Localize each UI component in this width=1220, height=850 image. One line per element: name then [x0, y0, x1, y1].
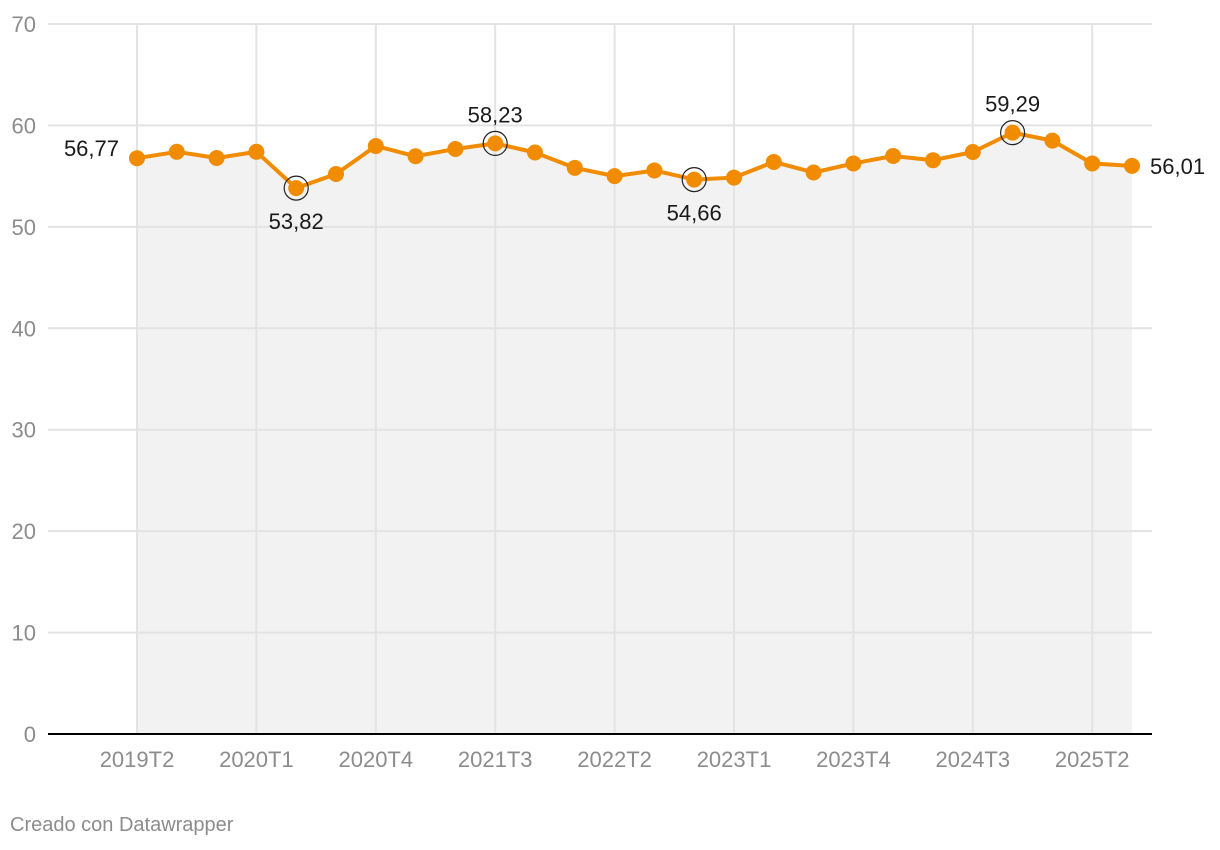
data-point: [168, 143, 185, 160]
data-label: 54,66: [667, 201, 722, 226]
x-tick-label: 2022T2: [577, 747, 652, 772]
data-point: [726, 169, 742, 186]
data-points-layer: [129, 124, 1140, 197]
data-point: [407, 148, 424, 165]
data-point: [845, 155, 862, 172]
x-tick-label: 2021T3: [458, 747, 533, 772]
data-point: [288, 180, 305, 197]
data-point: [447, 140, 464, 157]
x-gridlines: [136, 24, 1094, 734]
highlight-ring: [681, 166, 707, 193]
data-point: [566, 159, 583, 176]
area-fill-layer: [137, 132, 1132, 734]
y-tick-label: 20: [12, 519, 36, 544]
credit-text: Creado con Datawrapper: [10, 814, 234, 836]
y-gridlines: [48, 23, 1152, 634]
data-point: [487, 135, 504, 152]
y-tick-label: 40: [12, 316, 36, 341]
data-point: [1124, 157, 1140, 174]
data-label: 53,82: [269, 209, 324, 234]
y-tick-labels: 0 10 20 30 40 50 60 70: [12, 12, 36, 747]
data-point: [367, 138, 384, 155]
x-tick-label: 2023T1: [697, 747, 772, 772]
data-point: [248, 143, 265, 160]
area-fill: [137, 132, 1132, 734]
highlight-ring: [999, 120, 1026, 146]
data-point: [885, 147, 902, 164]
x-tick-label: 2020T4: [338, 747, 413, 772]
data-point: [328, 166, 344, 183]
data-labels-layer: 56,77 53,82 58,23 54,66 59,29 56,01: [64, 92, 1205, 234]
highlight-rings-layer: [283, 120, 1026, 201]
x-tick-label: 2025T2: [1055, 747, 1130, 772]
x-tick-labels: 2019T2 2020T1 2020T4 2021T3 2022T2 2023T1 2023…: [100, 747, 1130, 772]
y-tick-label: 10: [12, 621, 36, 646]
data-label: 59,29: [985, 92, 1040, 117]
y-tick-label: 0: [24, 722, 36, 747]
data-point: [527, 144, 543, 161]
y-tick-label: 70: [12, 12, 36, 37]
data-point: [129, 150, 145, 167]
x-tick-label: 2020T1: [219, 747, 294, 772]
data-point: [805, 164, 822, 181]
data-point: [925, 152, 941, 169]
data-point: [1044, 132, 1061, 149]
data-label: 56,77: [64, 136, 119, 161]
data-point: [606, 168, 623, 185]
highlight-ring: [283, 175, 309, 201]
y-tick-label: 60: [12, 113, 36, 138]
data-point: [1004, 124, 1021, 141]
x-tick-label: 2024T3: [935, 747, 1010, 772]
data-label: 58,23: [468, 102, 523, 127]
data-point: [765, 153, 782, 170]
data-point: [686, 171, 703, 188]
data-point: [208, 149, 225, 166]
y-tick-label: 30: [12, 418, 36, 443]
data-label: 56,01: [1150, 154, 1205, 179]
highlight-ring: [482, 130, 508, 156]
x-tick-label: 2023T4: [816, 747, 891, 772]
data-point: [964, 144, 981, 161]
data-point: [1084, 155, 1101, 172]
data-point: [646, 162, 663, 179]
y-tick-label: 50: [12, 215, 36, 240]
x-tick-label: 2019T2: [100, 747, 175, 772]
